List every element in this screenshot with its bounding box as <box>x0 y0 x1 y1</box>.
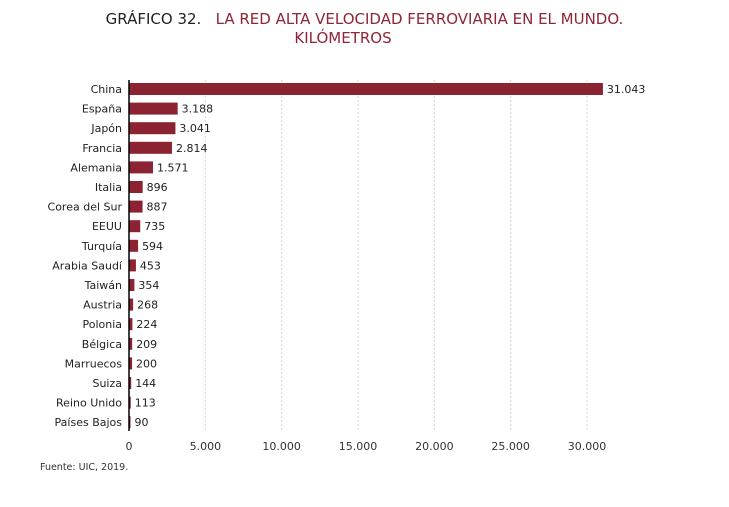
bar <box>129 279 135 291</box>
category-label: Corea del Sur <box>48 201 123 214</box>
chart-title-text: LA RED ALTA VELOCIDAD FERROVIARIA EN EL … <box>215 10 624 28</box>
category-label: Arabia Saudí <box>52 259 123 272</box>
data-label: 1.571 <box>157 161 189 174</box>
bar <box>129 377 132 389</box>
data-label: 90 <box>135 416 149 429</box>
x-tick-label: 25.000 <box>491 440 530 453</box>
category-label: Turquía <box>81 240 122 253</box>
bar <box>129 357 133 370</box>
data-label: 268 <box>137 299 158 312</box>
data-label: 453 <box>140 259 161 272</box>
data-label: 3.188 <box>182 103 214 116</box>
bar <box>129 318 133 331</box>
category-label: Suiza <box>92 377 122 390</box>
data-label: 2.814 <box>176 142 208 155</box>
x-tick-label: 10.000 <box>262 440 301 453</box>
bar <box>129 337 133 350</box>
x-tick-label: 30.000 <box>568 440 607 453</box>
bar <box>129 298 134 311</box>
chart-title: GRÁFICO 32. LA RED ALTA VELOCIDAD FERROV… <box>0 10 729 28</box>
data-label: 354 <box>138 279 159 292</box>
category-label: Austria <box>83 299 122 312</box>
bar <box>129 102 178 115</box>
chart-number: GRÁFICO 32. <box>105 10 202 28</box>
category-label: Reino Unido <box>56 397 122 410</box>
bar <box>129 181 143 193</box>
category-label: EEUU <box>92 220 122 233</box>
category-label: Alemania <box>70 161 122 174</box>
x-tick-label: 0 <box>126 440 133 453</box>
chart-subtitle: KILÓMETROS <box>294 29 392 47</box>
category-label: Francia <box>82 142 122 155</box>
data-label: 887 <box>147 201 168 214</box>
category-label: Marruecos <box>65 357 123 370</box>
category-label: Taiwán <box>84 279 122 292</box>
category-label: España <box>82 103 122 116</box>
data-label: 594 <box>142 240 163 253</box>
bar <box>129 239 139 252</box>
bar <box>129 161 153 174</box>
data-label: 735 <box>144 220 165 233</box>
category-label: Países Bajos <box>55 416 123 429</box>
bar <box>129 220 141 233</box>
bar <box>129 200 143 213</box>
bar <box>129 396 131 409</box>
data-label: 896 <box>147 181 168 194</box>
data-label: 3.041 <box>179 122 211 135</box>
category-label: Bélgica <box>82 338 122 351</box>
x-tick-label: 5.000 <box>190 440 222 453</box>
x-tick-label: 15.000 <box>339 440 378 453</box>
data-label: 113 <box>135 397 156 410</box>
bar <box>129 141 172 154</box>
category-label: Polonia <box>82 318 122 331</box>
category-label: China <box>91 83 122 96</box>
category-label: Japón <box>90 122 122 135</box>
data-label: 224 <box>136 318 157 331</box>
data-label: 209 <box>136 338 157 351</box>
category-label: Italia <box>95 181 122 194</box>
bar <box>129 259 136 272</box>
source-note: Fuente: UIC, 2019. <box>40 462 129 473</box>
data-label: 144 <box>135 377 156 390</box>
data-label: 31.043 <box>607 83 646 96</box>
bar <box>129 122 176 135</box>
bar <box>129 83 603 95</box>
x-tick-label: 20.000 <box>415 440 454 453</box>
data-label: 200 <box>136 357 157 370</box>
